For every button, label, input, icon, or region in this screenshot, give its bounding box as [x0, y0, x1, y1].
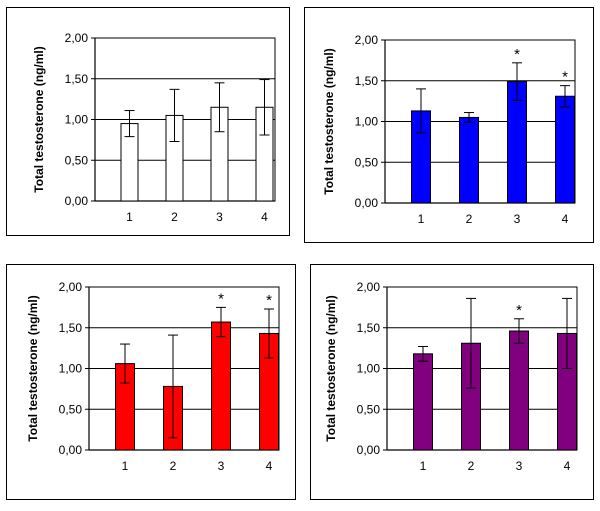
bar [555, 95, 575, 204]
x-tick-label: 4 [261, 210, 268, 224]
y-tick-label: 2,00 [355, 33, 379, 47]
y-tick-label: 1,50 [65, 72, 89, 86]
y-tick-label: 1,50 [357, 321, 381, 335]
significance-marker: * [514, 46, 520, 63]
chart-panel-2: 0,00 0,50 1,00 1,50 2,00 Total testosterone (… [304, 7, 594, 243]
chart-panel-4: 0,00 0,50 1,00 1,50 2,00 Total testosterone (… [310, 264, 594, 500]
y-tick-label: 0,00 [65, 194, 89, 208]
x-tick-label: 2 [466, 212, 473, 226]
significance-marker: * [562, 69, 568, 86]
x-tick-label: 4 [564, 459, 571, 473]
x-tick-label: 4 [266, 459, 273, 473]
x-tick-label: 3 [216, 210, 223, 224]
x-tick-label: 3 [516, 459, 523, 473]
y-tick-label: 0,00 [59, 443, 83, 457]
y-tick-label: 0,00 [357, 443, 381, 457]
x-tick-label: 1 [126, 210, 133, 224]
bar [459, 116, 479, 204]
x-tick-label: 1 [418, 212, 425, 226]
x-tick-label: 2 [171, 210, 178, 224]
chart-svg: 0,00 0,50 1,00 1,50 2,00 Total testosterone (… [32, 31, 276, 224]
y-tick-label: 0,50 [355, 155, 379, 169]
y-tick-label: 2,00 [59, 280, 83, 294]
x-tick-label: 3 [218, 459, 225, 473]
chart-svg: 0,00 0,50 1,00 1,50 2,00 Total testosterone (… [324, 280, 578, 473]
y-tick-label: 1,00 [357, 362, 381, 376]
bar [211, 321, 231, 451]
x-tick-label: 2 [468, 459, 475, 473]
x-tick-label: 4 [562, 212, 569, 226]
y-tick-label: 1,00 [59, 362, 83, 376]
significance-marker: * [266, 292, 272, 309]
y-tick-label: 1,00 [65, 113, 89, 127]
y-tick-label: 0,50 [65, 153, 89, 167]
y-tick-label: 1,50 [59, 321, 83, 335]
x-tick-label: 3 [514, 212, 521, 226]
y-tick-label: 2,00 [65, 31, 89, 45]
chart-panel-1: 0,00 0,50 1,00 1,50 2,00 Total testosterone (… [6, 7, 290, 236]
y-tick-label: 2,00 [357, 280, 381, 294]
y-axis-label: Total testosterone (ng/ml) [26, 295, 40, 441]
y-axis-label: Total testosterone (ng/ml) [324, 295, 338, 441]
x-tick-label: 1 [122, 459, 129, 473]
chart-svg: 0,00 0,50 1,00 1,50 2,00 Total testosterone (… [26, 280, 280, 473]
x-tick-label: 1 [420, 459, 427, 473]
y-tick-label: 1,50 [355, 74, 379, 88]
bar [509, 330, 529, 451]
y-tick-label: 0,00 [355, 196, 379, 210]
y-axis-label: Total testosterone (ng/ml) [322, 48, 336, 194]
y-axis-label: Total testosterone (ng/ml) [32, 46, 46, 192]
y-tick-label: 0,50 [357, 402, 381, 416]
x-tick-label: 2 [170, 459, 177, 473]
chart-panel-3: 0,00 0,50 1,00 1,50 2,00 Total testosterone (… [6, 264, 296, 500]
chart-svg: 0,00 0,50 1,00 1,50 2,00 Total testosterone (… [322, 33, 576, 226]
y-tick-label: 1,00 [355, 115, 379, 129]
significance-marker: * [218, 290, 224, 307]
significance-marker: * [516, 302, 522, 319]
y-tick-label: 0,50 [59, 402, 83, 416]
bar [413, 353, 433, 451]
